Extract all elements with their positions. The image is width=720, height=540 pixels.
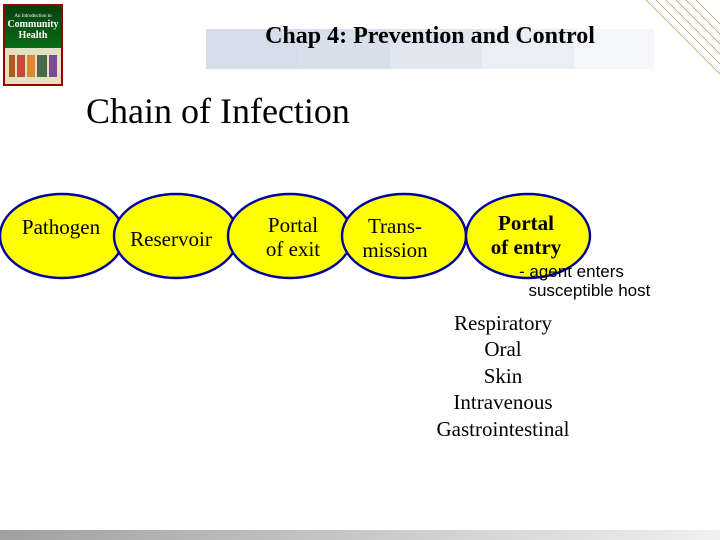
routes-list: Respiratory Oral Skin Intravenous Gastro… <box>400 310 606 442</box>
note-line2: susceptible host <box>528 281 650 300</box>
corner-pinstripes-icon <box>608 0 720 112</box>
label-reservoir: Reservoir <box>116 228 226 252</box>
footer-strip <box>0 530 720 540</box>
slide: An Introduction to Community Health Chap… <box>0 0 720 540</box>
note-prefix: - <box>519 262 529 281</box>
label-portal-entry: Portal of entry <box>478 212 574 259</box>
route-item: Respiratory <box>400 310 606 336</box>
label-trans-l2: mission <box>362 238 427 262</box>
label-portal-exit-l2: of exit <box>266 237 320 261</box>
route-item: Skin <box>400 363 606 389</box>
label-portal-exit: Portal of exit <box>248 214 338 261</box>
label-portal-entry-l1: Portal <box>498 211 554 235</box>
portal-entry-note: - agent enters susceptible host <box>519 262 650 300</box>
label-transmission: Trans- mission <box>345 215 445 262</box>
note-line1: agent enters <box>529 262 624 281</box>
route-item: Gastrointestinal <box>400 416 606 442</box>
label-pathogen: Pathogen <box>6 216 116 240</box>
label-portal-exit-l1: Portal <box>268 213 318 237</box>
route-item: Intravenous <box>400 389 606 415</box>
route-item: Oral <box>400 336 606 362</box>
label-portal-entry-l2: of entry <box>491 235 562 259</box>
label-trans-l1: Trans- <box>368 214 422 238</box>
